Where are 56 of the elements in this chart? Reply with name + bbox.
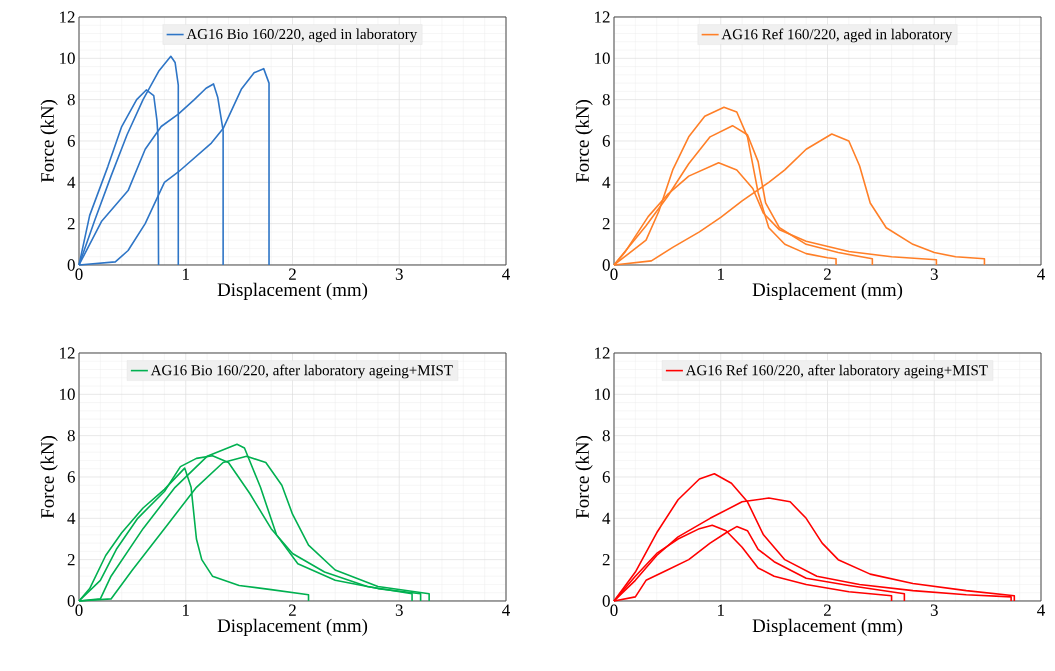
x-tick-label: 3 [930,604,938,616]
x-tick-label: 4 [502,604,510,616]
y-tick-label: 8 [67,93,75,106]
x-tick-label: 4 [502,268,510,280]
y-tick-label: 12 [60,11,75,23]
y-tick-label: 4 [67,176,76,188]
y-tick-label: 6 [602,471,610,483]
x-axis-title: Displacement (mm) [752,282,903,300]
y-tick-label: 12 [595,347,610,359]
y-tick-label: 4 [602,176,611,188]
x-axis-title: Displacement (mm) [752,618,903,636]
y-tick-label: 12 [595,11,610,23]
y-tick-label: 10 [595,52,610,65]
x-tick-label: 1 [183,604,189,616]
y-tick-label: 0 [602,259,610,271]
x-axis-title: Displacement (mm) [217,618,368,636]
x-tick-label: 4 [1037,268,1045,280]
y-tick-label: 4 [67,512,76,524]
y-tick-label: 12 [60,347,75,359]
y-tick-label: 10 [60,52,75,65]
legend-label: AG16 Bio 160/220, aged in laboratory [186,28,418,43]
y-tick-label: 0 [602,595,610,607]
y-tick-label: 10 [595,388,610,401]
legend-label: AG16 Ref 160/220, after laboratory ageing+MIST [685,364,988,379]
y-tick-label: 2 [67,218,75,230]
x-tick-label: 1 [183,268,189,280]
legend-label: AG16 Bio 160/220, after laboratory ageing+MIST [150,364,453,379]
y-tick-label: 4 [602,512,611,524]
y-axis-title: Force (kN) [40,100,58,183]
x-tick-label: 1 [718,268,724,280]
y-tick-label: 6 [602,135,610,147]
y-tick-label: 8 [67,429,75,442]
x-tick-label: 2 [824,604,831,616]
y-tick-label: 8 [602,429,610,442]
x-tick-label: 1 [718,604,724,616]
y-tick-label: 0 [67,595,75,607]
x-tick-label: 3 [930,268,938,280]
x-tick-label: 2 [824,268,831,280]
x-tick-label: 4 [1037,604,1045,616]
x-axis-title: Displacement (mm) [217,282,368,300]
legend-label: AG16 Ref 160/220, aged in laboratory [721,28,953,43]
x-tick-label: 3 [395,604,403,616]
y-tick-label: 2 [67,554,75,566]
y-tick-label: 10 [60,388,75,401]
y-tick-label: 2 [602,218,610,230]
y-tick-label: 2 [602,554,610,566]
y-axis-title: Force (kN) [575,436,593,519]
x-tick-label: 2 [289,268,296,280]
y-axis-title: Force (kN) [40,436,58,519]
x-tick-label: 3 [395,268,403,280]
x-tick-label: 2 [289,604,296,616]
y-tick-label: 6 [67,471,75,483]
y-tick-label: 8 [602,93,610,106]
y-tick-label: 0 [67,259,75,271]
y-tick-label: 6 [67,135,75,147]
y-axis-title: Force (kN) [575,100,593,183]
